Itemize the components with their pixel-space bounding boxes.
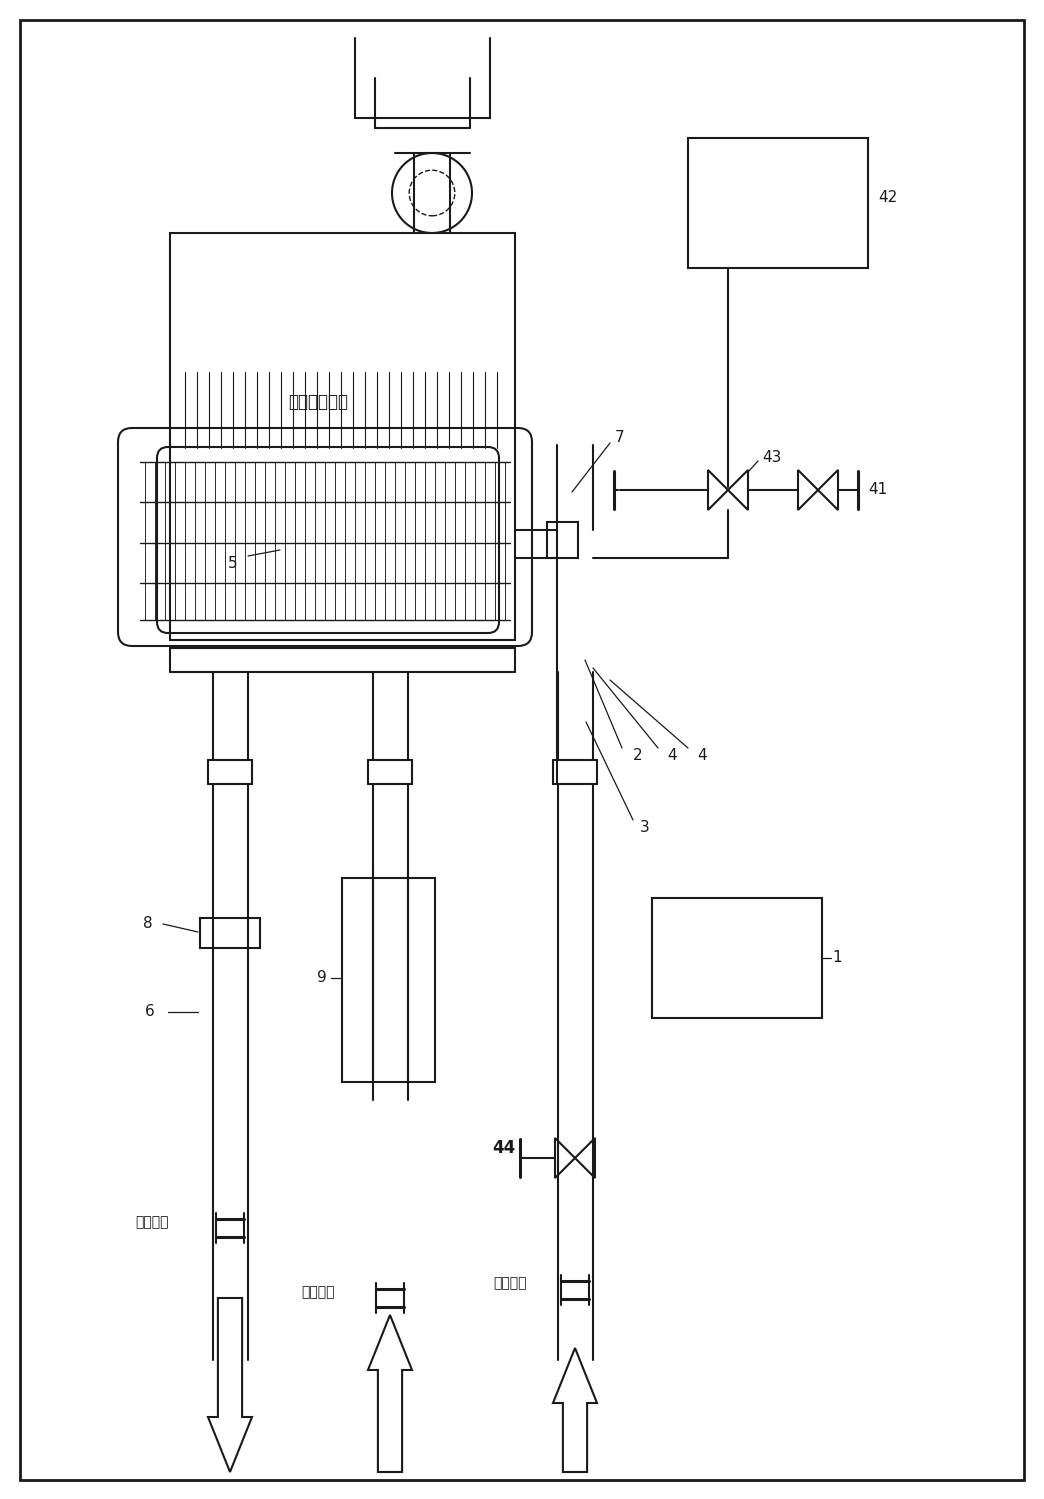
Text: 进气接头: 进气接头 [302, 1285, 335, 1300]
Bar [688, 138, 868, 268]
Circle shape [392, 153, 472, 232]
Bar [652, 898, 822, 1018]
Text: 1: 1 [832, 950, 841, 965]
Text: 43: 43 [762, 451, 781, 466]
Text: 6: 6 [145, 1004, 155, 1019]
Text: 2: 2 [634, 748, 643, 763]
Text: 42: 42 [878, 190, 897, 205]
Text: 进水接头: 进水接头 [493, 1276, 527, 1291]
Text: 7: 7 [615, 430, 624, 445]
Bar [200, 917, 260, 947]
Bar [547, 522, 578, 558]
Text: 5: 5 [229, 556, 238, 571]
Text: 4: 4 [667, 748, 677, 763]
Text: 出水接头: 出水接头 [136, 1216, 169, 1229]
Text: 9: 9 [317, 970, 327, 985]
Text: 8: 8 [143, 916, 152, 931]
Text: 41: 41 [868, 483, 887, 498]
Bar [342, 878, 435, 1082]
Text: 44: 44 [493, 1139, 516, 1157]
Text: 4: 4 [697, 748, 707, 763]
Text: 燃烧换热系统: 燃烧换热系统 [288, 393, 348, 411]
Bar [170, 232, 515, 640]
Circle shape [409, 171, 455, 216]
Text: 3: 3 [640, 820, 649, 835]
